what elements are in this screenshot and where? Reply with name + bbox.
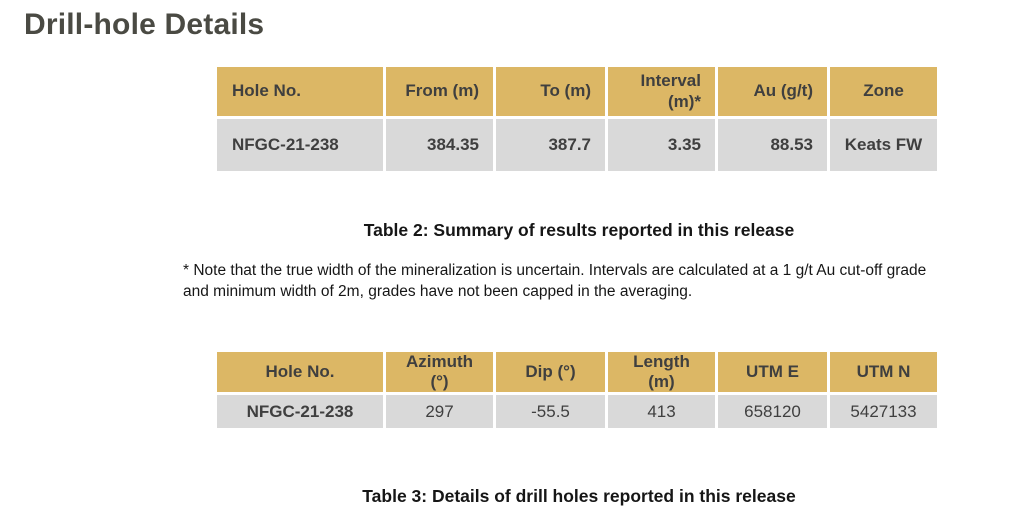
footnote-line: and minimum width of 2m, grades have not…	[183, 282, 693, 300]
col-header-label: UTM E	[746, 362, 799, 382]
col-header-label-line2: (m)	[648, 372, 675, 392]
col-header-label: Azimuth	[405, 352, 474, 371]
col-header-hole-no: Hole No.	[217, 67, 383, 116]
col-header-from: From (m)	[386, 67, 493, 116]
page-title: Drill-hole Details	[24, 8, 265, 41]
results-table-row: NFGC-21-238 384.35 387.7 3.35 88.53 Keat…	[217, 119, 937, 171]
col-header-zone: Zone	[830, 67, 937, 116]
cell-zone: Keats FW	[830, 119, 937, 171]
col-header-label: Interval	[640, 71, 701, 91]
cell-to: 387.7	[496, 119, 605, 171]
cell-length: 413	[608, 395, 715, 429]
details-table: Hole No. Azimuth (°) Dip (°) Length (m) UT…	[214, 349, 940, 431]
footnote-line: * Note that the true width of the minera…	[183, 262, 927, 279]
cell-utm-n: 5427133	[830, 395, 937, 429]
col-header-label: Hole No.	[232, 81, 301, 101]
col-header-utm-e: UTM E	[718, 352, 827, 393]
cell-interval: 3.35	[608, 119, 715, 171]
col-header-utm-n: UTM N	[830, 352, 937, 393]
col-header-label-line2: (m)*	[667, 91, 701, 111]
cell-au: 88.53	[718, 119, 827, 171]
footnote: * Note that the true width of the minera…	[183, 261, 943, 302]
col-header-label: Dip (°)	[525, 362, 576, 382]
col-header-label: UTM N	[856, 362, 911, 382]
cell-utm-e: 658120	[718, 395, 827, 429]
results-header-row: Hole No. From (m) To (m) Interval (m)* Au…	[217, 67, 937, 116]
cell-hole-no: NFGC-21-238	[217, 395, 383, 429]
col-header-label: Au (g/t)	[753, 81, 813, 101]
col-header-label: Hole No.	[265, 362, 335, 382]
col-header-to: To (m)	[496, 67, 605, 116]
cell-hole-no: NFGC-21-238	[217, 119, 383, 171]
table2-caption: Table 2: Summary of results reported in …	[363, 220, 795, 240]
col-header-label: To (m)	[540, 81, 591, 101]
col-header-dip: Dip (°)	[496, 352, 605, 393]
col-header-au: Au (g/t)	[718, 67, 827, 116]
cell-from: 384.35	[386, 119, 493, 171]
col-header-hole-no: Hole No.	[217, 352, 383, 393]
col-header-label-line2: (°)	[430, 372, 449, 392]
col-header-label: Zone	[863, 81, 904, 101]
col-header-interval: Interval (m)*	[608, 67, 715, 116]
cell-azimuth: 297	[386, 395, 493, 429]
details-table-row: NFGC-21-238 297 -55.5 413 658120 5427133	[217, 395, 937, 429]
col-header-label: From (m)	[405, 81, 479, 101]
col-header-azimuth: Azimuth (°)	[386, 352, 493, 393]
results-table: Hole No. From (m) To (m) Interval (m)* Au…	[214, 64, 940, 174]
cell-dip: -55.5	[496, 395, 605, 429]
table3-caption: Table 3: Details of drill holes reported…	[362, 486, 796, 506]
col-header-length: Length (m)	[608, 352, 715, 393]
col-header-label: Length	[633, 352, 690, 371]
details-header-row: Hole No. Azimuth (°) Dip (°) Length (m) UT…	[217, 352, 937, 393]
